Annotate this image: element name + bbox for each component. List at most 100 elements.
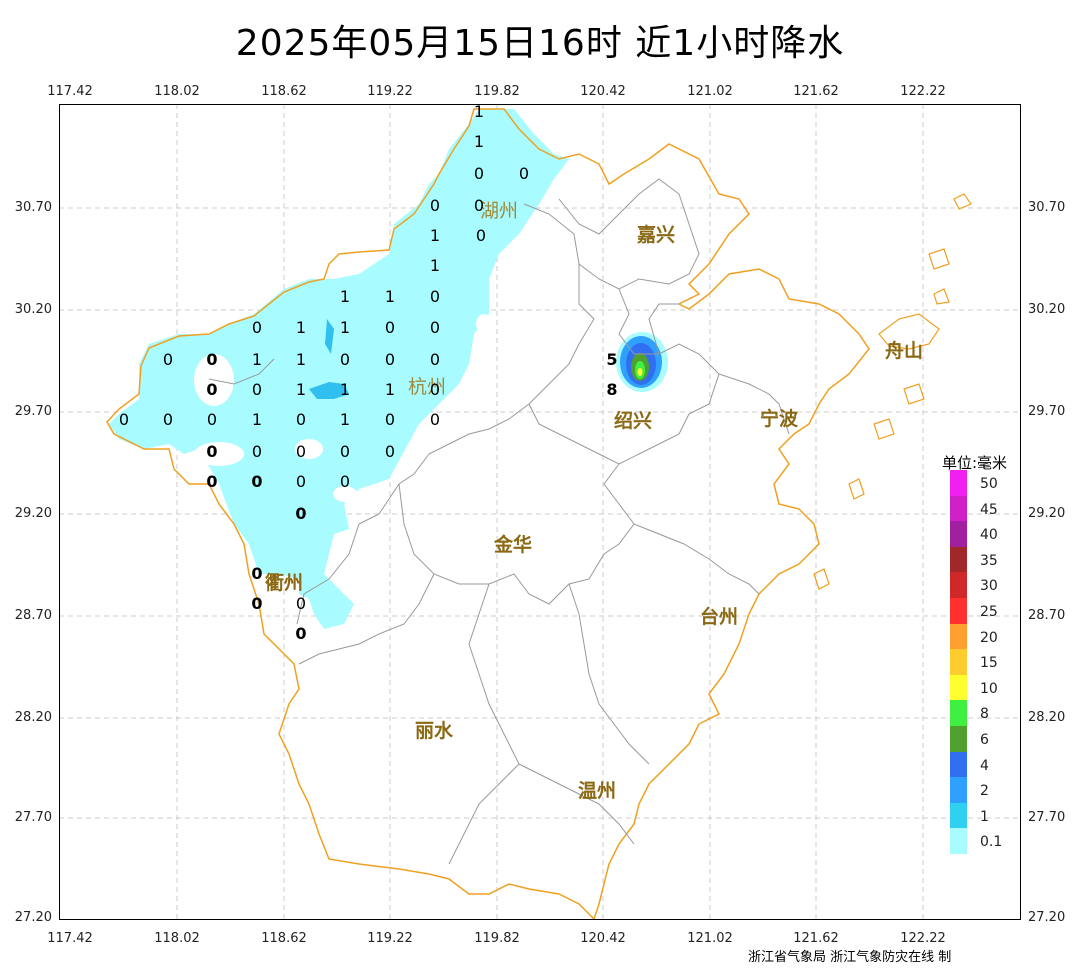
station-value: 0	[251, 472, 263, 491]
legend-swatch	[950, 572, 967, 598]
legend-item: 20	[950, 623, 1030, 650]
legend-label: 1	[980, 808, 989, 825]
legend-item: 0.1	[950, 828, 1030, 854]
x-tick-top: 120.42	[580, 84, 626, 99]
legend-label: 8	[980, 706, 989, 723]
station-value: 0	[339, 350, 351, 369]
station-value: 5	[606, 350, 618, 369]
credit-line: 浙江省气象局 浙江气象防灾在线 制	[748, 950, 952, 965]
legend-swatch	[950, 700, 967, 726]
map-title: 2025年05月15日16时 近1小时降水	[235, 23, 845, 64]
station-value: 0	[295, 504, 307, 523]
x-tick-bottom: 121.62	[793, 931, 839, 946]
x-tick-bottom: 119.82	[474, 931, 520, 946]
station-value: 0	[206, 472, 218, 491]
rain-area-1mm	[309, 319, 349, 399]
station-value: 0	[295, 442, 307, 461]
legend-label: 45	[980, 501, 998, 518]
station-value: 0	[518, 164, 530, 183]
city-label-taizhou: 台州	[700, 606, 739, 628]
station-value: 1	[339, 380, 351, 399]
legend-item: 30	[950, 572, 1030, 598]
islands	[813, 193, 972, 590]
x-tick-bottom: 118.62	[261, 931, 307, 946]
station-value: 0	[384, 410, 396, 429]
station-value: 0	[429, 350, 441, 369]
legend-label: 10	[980, 680, 998, 697]
station-value: 0	[429, 196, 441, 215]
legend-item: 40	[950, 521, 1030, 547]
legend-swatch	[950, 726, 967, 752]
station-value: 0	[251, 564, 263, 583]
station-value: 1	[251, 410, 263, 429]
legend-label: 20	[980, 629, 998, 646]
station-value: 1	[384, 380, 396, 399]
station-value: 1	[339, 410, 351, 429]
station-value: 0	[295, 410, 307, 429]
legend-label: 6	[980, 732, 989, 748]
x-tick-top: 119.82	[474, 84, 520, 99]
x-tick-top: 119.22	[367, 84, 413, 99]
station-value: 1	[473, 102, 485, 121]
x-tick-top: 117.42	[47, 84, 93, 99]
station-value: 0	[206, 380, 218, 399]
station-value: 0	[429, 287, 441, 306]
legend-label: 50	[980, 476, 998, 492]
legend-swatch	[950, 649, 967, 675]
legend-swatch	[950, 470, 967, 496]
legend-item: 45	[950, 495, 1030, 522]
rain-area-light	[109, 109, 569, 629]
legend-swatch	[950, 623, 967, 650]
legend-label: 35	[980, 552, 998, 569]
legend-swatch	[950, 521, 967, 547]
city-label-ningbo: 宁波	[760, 408, 799, 430]
legend-item: 25	[950, 598, 1030, 624]
city-label-quzhou: 衢州	[265, 572, 304, 594]
legend-swatch	[950, 495, 967, 522]
map-frame	[59, 104, 1021, 920]
x-tick-bottom: 120.42	[580, 931, 626, 946]
station-value: 0	[384, 442, 396, 461]
station-value: 0	[206, 442, 218, 461]
station-value: 0	[429, 380, 441, 399]
legend-swatch	[950, 598, 967, 624]
x-tick-bottom: 122.22	[900, 931, 946, 946]
station-value: 0	[429, 318, 441, 337]
station-value: 8	[606, 380, 618, 399]
y-tick-right: 27.70	[1028, 810, 1066, 825]
x-tick-top: 118.02	[154, 84, 200, 99]
y-tick-left: 30.70	[14, 200, 52, 215]
x-tick-top: 122.22	[900, 84, 946, 99]
station-value: 1	[384, 287, 396, 306]
legend-swatch	[950, 674, 967, 701]
legend-label: 30	[980, 578, 998, 595]
city-label-jinhua: 金华	[494, 534, 533, 556]
y-tick-left: 27.20	[14, 910, 52, 925]
legend-item: 2	[950, 777, 1030, 803]
legend-item: 35	[950, 546, 1030, 573]
legend-swatch	[950, 777, 967, 803]
legend-label: 2	[980, 783, 989, 800]
station-value: 0	[162, 350, 174, 369]
y-tick-left: 27.70	[14, 810, 52, 825]
legend-item: 8	[950, 700, 1030, 726]
station-value: 0	[339, 442, 351, 461]
x-tick-top: 121.62	[793, 84, 839, 99]
legend-item: 1	[950, 802, 1030, 829]
station-value: 0	[118, 410, 130, 429]
y-tick-right: 27.20	[1028, 910, 1066, 925]
legend-label: 0.1	[980, 834, 1003, 851]
legend-label: 40	[980, 527, 998, 544]
station-value: 0	[295, 624, 307, 643]
station-value: 0	[339, 472, 351, 491]
y-tick-left: 28.20	[14, 710, 52, 725]
station-value: 0	[206, 410, 218, 429]
city-label-huzhou: 湖州	[480, 200, 519, 222]
legend-item: 50	[950, 470, 1030, 496]
station-value: 0	[475, 226, 487, 245]
station-value: 0	[384, 350, 396, 369]
station-value: 0	[162, 410, 174, 429]
y-tick-right: 29.70	[1028, 404, 1066, 419]
legend-item: 6	[950, 726, 1030, 752]
legend-item: 15	[950, 649, 1030, 675]
